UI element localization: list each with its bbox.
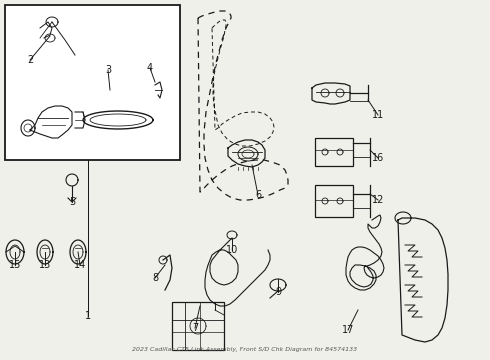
Bar (5, 5, 180, 160)
Bar (172, 302, 224, 350)
Text: 7: 7 (192, 323, 198, 333)
Text: 5: 5 (69, 197, 75, 207)
Text: 13: 13 (39, 260, 51, 270)
Text: 6: 6 (255, 190, 261, 200)
Text: 10: 10 (226, 245, 238, 255)
Text: 11: 11 (372, 110, 384, 120)
Text: 2: 2 (27, 55, 33, 65)
Text: 15: 15 (9, 260, 21, 270)
Bar (315, 138, 353, 166)
Text: 12: 12 (372, 195, 384, 205)
Text: 16: 16 (372, 153, 384, 163)
Text: 9: 9 (275, 287, 281, 297)
Text: 8: 8 (152, 273, 158, 283)
Bar (315, 185, 353, 217)
Text: 1: 1 (85, 311, 91, 321)
Text: 2023 Cadillac CT5 Link Assembly, Front S/D Chk Diagram for 84574133: 2023 Cadillac CT5 Link Assembly, Front S… (132, 347, 358, 352)
Text: 17: 17 (342, 325, 354, 335)
Text: 4: 4 (147, 63, 153, 73)
Text: 14: 14 (74, 260, 86, 270)
Text: 3: 3 (105, 65, 111, 75)
